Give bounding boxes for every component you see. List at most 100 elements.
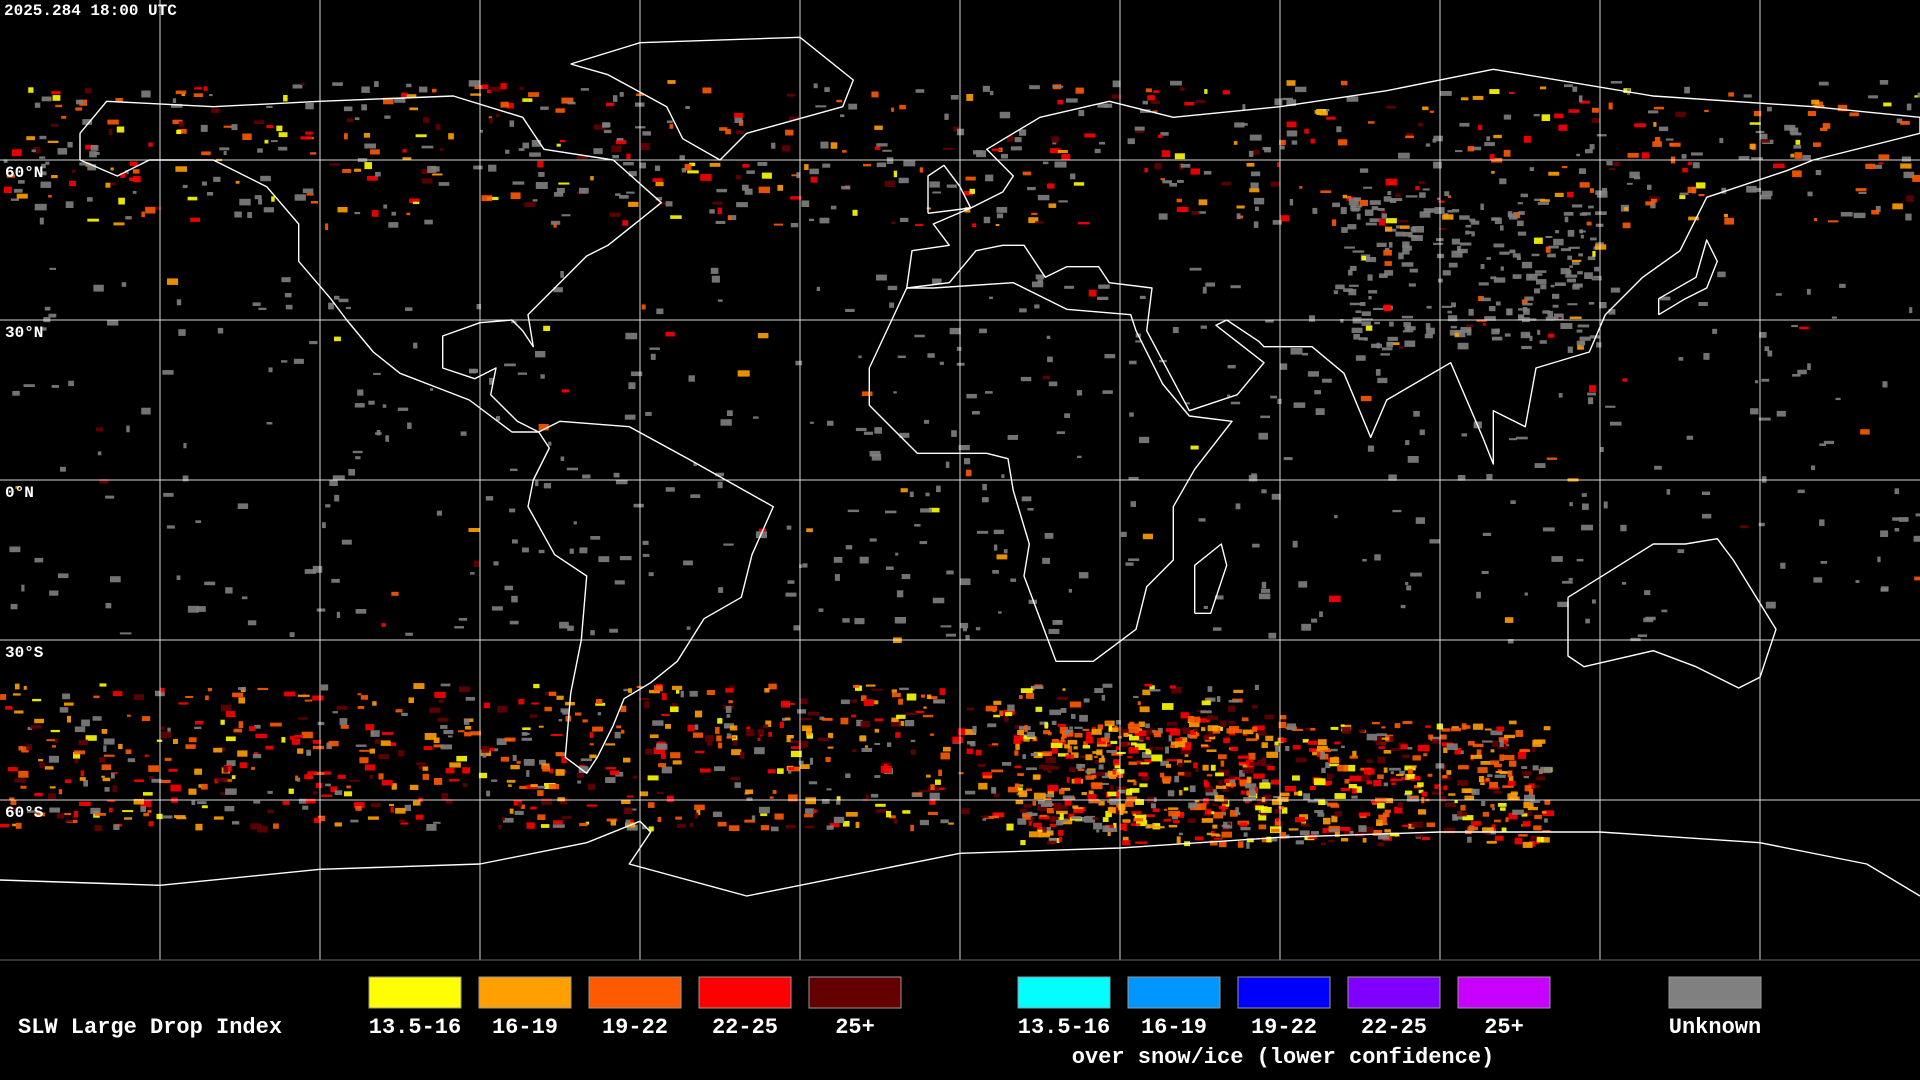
cloud-pixel: [779, 721, 784, 728]
cloud-pixel: [704, 735, 714, 742]
cloud-pixel: [1227, 822, 1232, 826]
cloud-pixel: [1282, 97, 1293, 101]
cloud-pixel: [1145, 736, 1150, 740]
cloud-pixel: [1314, 810, 1324, 814]
cloud-pixel: [297, 748, 304, 754]
cloud-pixel: [504, 363, 516, 367]
cloud-pixel: [94, 825, 103, 832]
cloud-pixel: [1314, 778, 1326, 786]
cloud-pixel: [266, 422, 273, 425]
cloud-pixel: [203, 86, 208, 91]
cloud-pixel: [1170, 741, 1177, 745]
cloud-pixel: [1116, 727, 1123, 731]
cloud-pixel: [757, 333, 769, 339]
legend-label: 16-19: [492, 1015, 558, 1040]
cloud-pixel: [802, 563, 808, 568]
cloud-pixel: [809, 421, 814, 424]
cloud-pixel: [415, 134, 427, 138]
cloud-pixel: [48, 755, 59, 763]
cloud-pixel: [717, 742, 723, 749]
cloud-pixel: [790, 196, 802, 200]
cloud-pixel: [1855, 580, 1860, 583]
cloud-pixel: [1421, 791, 1428, 797]
cloud-pixel: [1092, 817, 1099, 820]
cloud-pixel: [620, 705, 627, 713]
cloud-pixel: [355, 744, 367, 747]
cloud-pixel: [1174, 741, 1186, 748]
cloud-pixel: [1569, 265, 1573, 268]
cloud-pixel: [383, 97, 394, 105]
cloud-pixel: [612, 155, 619, 159]
cloud-pixel: [993, 714, 1000, 718]
cloud-pixel: [1246, 162, 1255, 167]
cloud-pixel: [613, 472, 620, 478]
cloud-pixel: [1504, 333, 1511, 337]
cloud-pixel: [530, 806, 537, 810]
cloud-pixel: [1203, 813, 1212, 817]
cloud-pixel: [1377, 774, 1384, 780]
cloud-pixel: [103, 754, 115, 757]
cloud-pixel: [473, 165, 483, 170]
cloud-pixel: [681, 167, 687, 173]
cloud-pixel: [41, 96, 52, 102]
cloud-pixel: [1410, 226, 1417, 232]
cloud-pixel: [741, 184, 749, 191]
cloud-pixel: [1797, 369, 1807, 375]
cloud-pixel: [1603, 501, 1608, 509]
cloud-pixel: [1108, 727, 1119, 732]
cloud-pixel: [535, 351, 546, 358]
cloud-pixel: [397, 750, 405, 757]
cloud-pixel: [1311, 618, 1318, 623]
cloud-pixel: [1461, 433, 1468, 437]
cloud-pixel: [639, 162, 646, 169]
cloud-pixel: [716, 735, 722, 742]
cloud-pixel: [291, 738, 301, 745]
cloud-pixel: [1879, 80, 1889, 85]
cloud-pixel: [1404, 765, 1416, 771]
cloud-pixel: [1548, 333, 1555, 338]
cloud-pixel: [73, 752, 81, 759]
cloud-pixel: [14, 778, 26, 783]
cloud-pixel: [501, 816, 505, 821]
cloud-pixel: [201, 805, 208, 809]
cloud-pixel: [1285, 746, 1290, 752]
cloud-pixel: [757, 729, 764, 736]
cloud-pixel: [1205, 282, 1216, 287]
cloud-pixel: [592, 726, 603, 732]
cloud-pixel: [1494, 819, 1501, 823]
cloud-pixel: [638, 698, 649, 701]
cloud-pixel: [874, 728, 880, 733]
cloud-pixel: [991, 788, 995, 792]
cloud-pixel: [1437, 197, 1441, 200]
cloud-pixel: [1380, 737, 1389, 740]
cloud-pixel: [992, 815, 999, 819]
cloud-pixel: [891, 720, 901, 727]
cloud-pixel: [1533, 114, 1540, 117]
cloud-pixel: [1037, 829, 1047, 832]
cloud-pixel: [1352, 250, 1365, 253]
cloud-pixel: [1402, 245, 1412, 251]
cloud-pixel: [670, 215, 682, 219]
cloud-pixel: [522, 142, 530, 149]
cloud-pixel: [90, 145, 99, 151]
cloud-pixel: [791, 174, 800, 177]
cloud-pixel: [940, 625, 952, 628]
cloud-pixel: [1283, 457, 1293, 461]
cloud-pixel: [1793, 145, 1802, 149]
cloud-pixel: [619, 92, 624, 97]
cloud-pixel: [1119, 741, 1128, 747]
cloud-pixel: [149, 776, 154, 780]
cloud-pixel: [1377, 208, 1385, 211]
cloud-pixel: [1170, 744, 1178, 748]
cloud-pixel: [1534, 785, 1540, 788]
cloud-pixel: [1286, 99, 1297, 107]
coastline: [570, 36, 854, 161]
cloud-pixel: [122, 810, 134, 813]
cloud-pixel: [1341, 745, 1345, 748]
cloud-pixel: [694, 812, 699, 819]
cloud-pixel: [717, 207, 723, 215]
cloud-pixel: [343, 106, 353, 112]
cloud-pixel: [1340, 80, 1348, 86]
cloud-pixel: [1855, 188, 1867, 192]
cloud-pixel: [848, 103, 858, 110]
